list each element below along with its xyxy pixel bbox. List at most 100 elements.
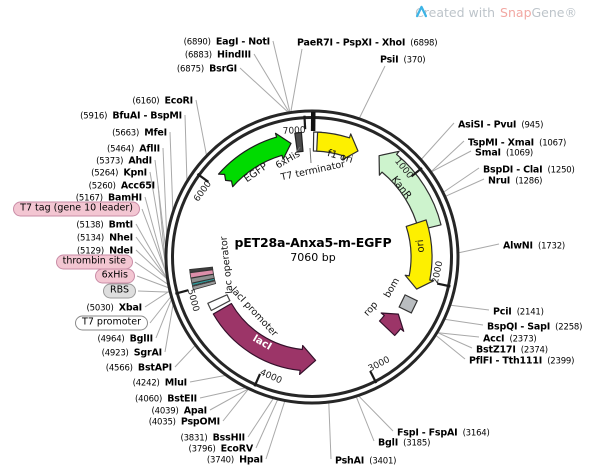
leader-line xyxy=(222,389,249,422)
leader-line xyxy=(255,399,278,449)
cut-position: (6883) xyxy=(184,50,212,61)
feature-strip-4 xyxy=(192,280,217,291)
enzyme-name: MfeI xyxy=(144,127,167,139)
enzyme-name: AccI xyxy=(483,333,505,345)
tick-6000 xyxy=(196,173,210,183)
leader-line xyxy=(290,48,303,112)
feature-bom-square xyxy=(398,294,419,314)
leader-line xyxy=(431,150,472,173)
leader-line xyxy=(162,147,168,236)
feature-label-rop: rop xyxy=(362,300,381,319)
feature-tag-thrombin-site: thrombin site xyxy=(55,254,133,270)
restriction-site-label: (4060) BstEII xyxy=(135,391,197,406)
restriction-site-label: (5167) BamHI xyxy=(76,190,142,205)
leader-line xyxy=(359,65,386,119)
restriction-site-label: AsiSI - PvuI (945) xyxy=(458,117,543,132)
cut-position: (5260) xyxy=(88,181,116,192)
restriction-site-label: (4923) SgrAI xyxy=(102,345,163,360)
restriction-site-label: BstZ17I (2374) xyxy=(476,342,548,357)
leader-line xyxy=(265,401,286,460)
tick-label-7000: 7000 xyxy=(282,126,306,137)
leader-line xyxy=(174,345,196,368)
enzyme-name: EcoRV xyxy=(220,443,254,455)
leader-line xyxy=(144,196,167,274)
cut-position: (6160) xyxy=(132,96,160,107)
restriction-site-label: (5138) BmtI xyxy=(76,217,133,232)
leader-line xyxy=(137,290,170,293)
feature-tag-t7-promoter: T7 promoter xyxy=(75,315,148,331)
tick-3000 xyxy=(369,370,378,384)
enzyme-name: BspDI - ClaI xyxy=(483,164,543,176)
leader-line xyxy=(450,304,490,311)
restriction-site-label: (5134) NheI xyxy=(77,230,133,245)
cut-position: (5167) xyxy=(75,193,103,204)
cut-position: (945) xyxy=(521,120,544,131)
leader-line xyxy=(189,375,226,383)
enzyme-name: NruI xyxy=(488,175,511,187)
cut-position: (370) xyxy=(403,55,426,66)
feature-strip-3 xyxy=(191,278,216,286)
feature-f1-ori xyxy=(316,131,359,161)
enzyme-name: AlwNI xyxy=(503,240,533,252)
brand-snap: Snap xyxy=(500,5,532,20)
cut-position: (6898) xyxy=(410,38,438,49)
cut-position: (1067) xyxy=(539,138,567,149)
cut-position: (2258) xyxy=(555,322,583,333)
tick-5000 xyxy=(175,289,189,295)
enzyme-name: HpaI xyxy=(239,454,263,466)
restriction-site-label: PsiI (370) xyxy=(380,52,426,67)
cut-position: (2373) xyxy=(509,334,537,345)
restriction-site-label: BspDI - ClaI (1250) xyxy=(483,162,575,177)
leader-line xyxy=(136,275,169,289)
brand-gene: Gene® xyxy=(531,5,578,20)
tick-4000 xyxy=(253,373,262,387)
restriction-site-label: (5373) AhdI xyxy=(96,153,152,168)
cut-position: (5134) xyxy=(76,233,104,244)
restriction-site-label: (4039) ApaI xyxy=(152,403,208,418)
enzyme-name: BmtI xyxy=(108,219,134,231)
enzyme-name: AsiSI - PvuI xyxy=(458,119,517,131)
restriction-site-label: (6160) EcoRI xyxy=(132,93,193,108)
leader-line xyxy=(445,178,485,197)
cut-position: (3164) xyxy=(462,428,490,439)
enzyme-name: BstEII xyxy=(167,393,197,405)
leader-line xyxy=(184,114,188,180)
leader-line xyxy=(195,99,207,155)
cut-position: (4035) xyxy=(148,417,176,428)
enzyme-name: PflFI - Tth111I xyxy=(469,355,543,367)
leader-line xyxy=(149,171,166,262)
feature-ori xyxy=(404,219,435,290)
restriction-site-label: BglI (3185) xyxy=(378,435,430,450)
enzyme-name: NheI xyxy=(109,232,133,244)
leader-line xyxy=(431,140,465,172)
restriction-site-label: NruI (1286) xyxy=(488,173,543,188)
restriction-site-label: (3740) HpaI xyxy=(207,452,263,467)
leader-line xyxy=(355,396,375,442)
feature-label-bom: bom xyxy=(382,276,402,300)
cut-position: (5373) xyxy=(96,156,124,167)
feature-lacI xyxy=(212,302,317,375)
leader-line xyxy=(443,167,480,193)
enzyme-name: PsiI xyxy=(380,54,399,66)
tick-label-4000: 4000 xyxy=(258,368,283,387)
restriction-site-label: (6875) BsrGI xyxy=(177,61,237,76)
enzyme-name: AflII xyxy=(139,143,160,155)
feature-label-ori: ori xyxy=(415,239,427,253)
plasmid-backbone-outer-ring xyxy=(164,109,460,405)
restriction-site-label: FspI - FspAI (3164) xyxy=(397,425,490,440)
restriction-site-label: (4035) PspOMI xyxy=(149,414,220,429)
restriction-site-label: (5663) MfeI xyxy=(112,125,167,140)
restriction-site-label: PaeR7I - PspXI - XhoI (6898) xyxy=(297,35,438,50)
enzyme-name: PspOMI xyxy=(180,416,220,428)
restriction-site-label: PflFI - Tth111I (2399) xyxy=(469,353,574,368)
enzyme-name: EcoRI xyxy=(164,95,194,107)
leader-line xyxy=(144,290,170,308)
cut-position: (5138) xyxy=(76,220,104,231)
leader-line xyxy=(135,249,167,279)
cut-position: (3831) xyxy=(180,433,208,444)
enzyme-name: PshAI xyxy=(335,455,365,467)
leader-line xyxy=(239,67,289,113)
cut-position: (5663) xyxy=(112,128,140,139)
cut-position: (1069) xyxy=(505,148,534,159)
feature-strip-0 xyxy=(189,266,214,273)
